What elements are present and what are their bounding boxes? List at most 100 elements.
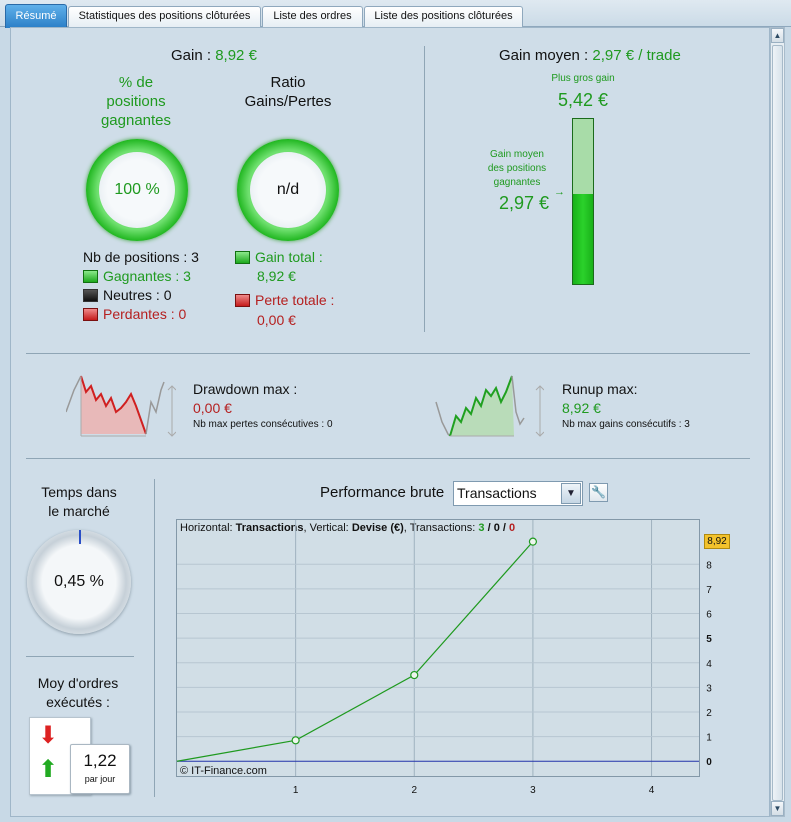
biggest-gain-label: Plus gros gain <box>551 73 615 84</box>
data-point <box>291 736 300 745</box>
winning-row: Gagnantes : 3 <box>83 268 191 284</box>
tab-closed-positions-stats[interactable]: Statistiques des positions clôturées <box>68 6 261 27</box>
y-tick-label: 8 <box>706 560 712 571</box>
scroll-down-icon[interactable]: ▼ <box>771 801 784 816</box>
gain-total-value: 8,92 € <box>257 268 296 284</box>
wrench-icon[interactable]: 🔧 <box>589 483 608 502</box>
divider <box>26 458 750 459</box>
chevron-down-icon[interactable]: ▼ <box>561 483 581 504</box>
tab-closed-positions-list[interactable]: Liste des positions clôturées <box>364 6 523 27</box>
green-square-icon <box>235 251 250 264</box>
winning-count: Gagnantes : 3 <box>103 268 191 284</box>
nb-positions: Nb de positions : 3 <box>83 249 199 265</box>
performance-select-value: Transactions <box>457 485 537 501</box>
gain-value: 8,92 € <box>215 47 257 64</box>
tx-sep: / <box>487 522 491 534</box>
time-in-market-title: Temps dans le marché <box>41 484 117 519</box>
avg-gain-row: Gain moyen : 2,97 € / trade <box>499 47 681 64</box>
y-tick-label: 0 <box>706 757 712 768</box>
orders-value: 1,22 <box>83 751 117 770</box>
gain-bar <box>572 118 594 285</box>
y-tick-label: 3 <box>706 683 712 694</box>
arrow-up-icon: ⬆ <box>38 756 59 783</box>
green-square-icon <box>83 270 98 283</box>
last-value-badge: 8,92 <box>704 533 730 549</box>
runup-sub: Nb max gains consécutifs : 3 <box>562 419 690 430</box>
red-square-icon <box>235 294 250 307</box>
avg-winning-value: 2,97 € <box>499 193 550 213</box>
chart-header-horizontal-value: Transactions <box>235 522 304 534</box>
drawdown-sparkline-icon <box>66 375 176 437</box>
drawdown-sub: Nb max pertes consécutives : 0 <box>193 419 333 430</box>
scroll-up-icon[interactable]: ▲ <box>771 28 784 43</box>
drawdown-label: Drawdown max : <box>193 381 298 397</box>
chart-header-transactions: , Transactions: <box>403 522 476 534</box>
performance-label: Performance brute <box>320 484 445 501</box>
performance-select[interactable]: Transactions ▼ <box>453 481 583 506</box>
data-point <box>528 537 538 546</box>
losing-row: Perdantes : 0 <box>83 306 186 322</box>
tx-neutral: 0 <box>493 522 500 534</box>
y-tick-label: 2 <box>706 708 712 719</box>
performance-chart: 1 2 3 4 0 1 2 3 4 5 6 7 8 <box>176 520 712 796</box>
time-in-market-ring <box>27 530 131 634</box>
chart-header-horizontal: Horizontal: <box>180 522 233 534</box>
neutral-count: Neutres : 0 <box>103 287 172 303</box>
vertical-scrollbar[interactable]: ▲ ▼ <box>770 27 785 817</box>
tab-resume[interactable]: Résumé <box>5 4 67 28</box>
y-tick-label: 4 <box>706 659 712 670</box>
pct-winning-title: % de positions gagnantes <box>100 74 172 129</box>
x-tick-label: 3 <box>530 785 536 796</box>
avg-gain-label: Gain moyen : <box>499 47 589 64</box>
time-in-market-value: 0,45 % <box>54 573 104 590</box>
chart-header: Horizontal: Transactions, Vertical: Devi… <box>180 522 515 534</box>
x-tick-label: 1 <box>293 785 299 796</box>
gain-label: Gain : <box>171 47 212 64</box>
y-tick-label: 5 <box>706 634 712 645</box>
divider <box>424 46 425 332</box>
orders-unit: par jour <box>84 774 116 784</box>
y-tick-label: 6 <box>706 610 712 621</box>
loss-total-label: Perte totale : <box>255 292 335 308</box>
avg-winning-label: Gain moyen des positions gagnantes <box>487 149 547 188</box>
runup-label: Runup max: <box>562 381 638 397</box>
divider <box>26 353 750 354</box>
runup-sparkline-icon <box>435 375 544 437</box>
divider <box>154 479 155 797</box>
x-tick-label: 4 <box>649 785 655 796</box>
tx-sep: / <box>502 522 506 534</box>
chart-watermark: © IT-Finance.com <box>180 765 267 777</box>
neutral-row: Neutres : 0 <box>83 287 171 303</box>
data-point <box>410 670 419 680</box>
arrow-right-icon: → <box>554 186 565 198</box>
tab-orders-list[interactable]: Liste des ordres <box>262 6 363 27</box>
gain-row: Gain : 8,92 € <box>171 47 257 64</box>
black-square-icon <box>83 289 98 302</box>
loss-total-row: Perte totale : <box>235 292 334 308</box>
divider <box>26 656 134 657</box>
loss-total-value: 0,00 € <box>257 312 296 328</box>
pct-winning-value: 100 % <box>99 152 175 228</box>
losing-count: Perdantes : 0 <box>103 306 187 322</box>
red-square-icon <box>83 308 98 321</box>
chart-header-vertical-value: Devise (€) <box>351 522 404 534</box>
ratio-title: Ratio Gains/Pertes <box>244 74 332 110</box>
ratio-value: n/d <box>250 152 326 228</box>
performance-series-line <box>176 541 534 762</box>
time-in-market-marker <box>79 530 81 544</box>
y-tick-label: 7 <box>706 585 712 596</box>
tab-bar: Résumé Statistiques des positions clôtur… <box>0 0 791 28</box>
y-tick-label: 1 <box>706 733 712 744</box>
gain-total-row: Gain total : <box>235 249 323 265</box>
x-tick-label: 2 <box>411 785 417 796</box>
gain-bar-fill <box>573 193 593 284</box>
orders-title: Moy d'ordres exécutés : <box>37 675 119 710</box>
runup-value: 8,92 € <box>562 400 601 416</box>
biggest-gain-value: 5,42 € <box>557 90 609 110</box>
orders-per-day-box: 1,22 par jour <box>70 744 130 794</box>
chart-header-vertical: , Vertical: <box>303 522 349 534</box>
avg-gain-value: 2,97 € / trade <box>592 47 681 64</box>
gain-total-label: Gain total : <box>255 249 323 265</box>
scroll-thumb[interactable] <box>772 45 783 801</box>
tx-win: 3 <box>478 522 485 534</box>
